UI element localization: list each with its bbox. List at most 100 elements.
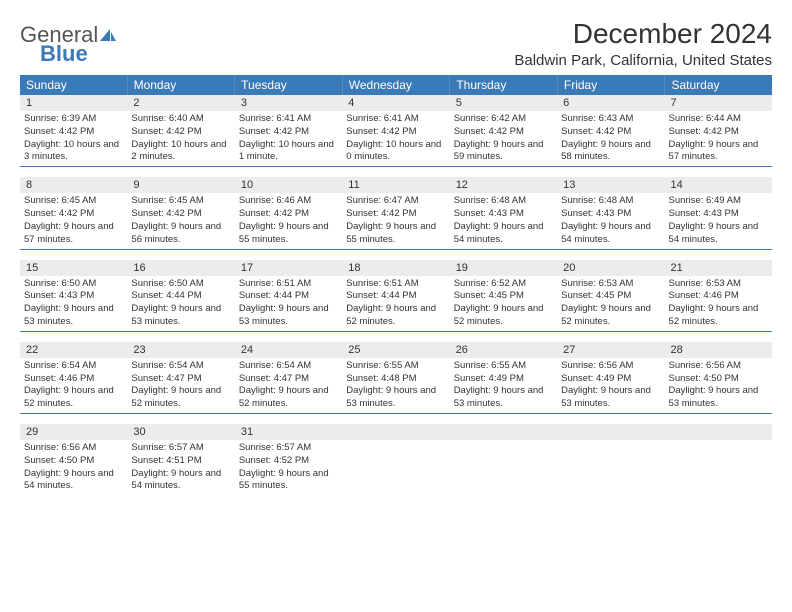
sunrise-text: Sunrise: 6:48 AM (561, 195, 660, 208)
sunrise-text: Sunrise: 6:51 AM (346, 278, 445, 291)
day-number: 31 (235, 424, 342, 440)
day-cell: 5Sunrise: 6:42 AMSunset: 4:42 PMDaylight… (450, 95, 557, 166)
day-number: 29 (20, 424, 127, 440)
sunset-text: Sunset: 4:42 PM (239, 208, 338, 221)
sunrise-text: Sunrise: 6:45 AM (131, 195, 230, 208)
day-number: 20 (557, 260, 664, 276)
logo: General Blue (20, 18, 118, 65)
day-cell: 4Sunrise: 6:41 AMSunset: 4:42 PMDaylight… (342, 95, 449, 166)
daylight-text: Daylight: 9 hours and 52 minutes. (561, 303, 660, 329)
day-number: 7 (665, 95, 772, 111)
sunrise-text: Sunrise: 6:43 AM (561, 113, 660, 126)
sunrise-text: Sunrise: 6:48 AM (454, 195, 553, 208)
daylight-text: Daylight: 9 hours and 53 minutes. (131, 303, 230, 329)
day-body: Sunrise: 6:54 AMSunset: 4:47 PMDaylight:… (235, 360, 342, 411)
sunset-text: Sunset: 4:50 PM (24, 455, 123, 468)
day-body: Sunrise: 6:47 AMSunset: 4:42 PMDaylight:… (342, 195, 449, 246)
day-number: 24 (235, 342, 342, 358)
calendar-grid: Sunday Monday Tuesday Wednesday Thursday… (20, 75, 772, 495)
daylight-text: Daylight: 9 hours and 59 minutes. (454, 139, 553, 165)
day-number: 8 (20, 177, 127, 193)
day-body: Sunrise: 6:50 AMSunset: 4:43 PMDaylight:… (20, 278, 127, 329)
sunrise-text: Sunrise: 6:55 AM (454, 360, 553, 373)
sunset-text: Sunset: 4:47 PM (239, 373, 338, 386)
day-cell: 10Sunrise: 6:46 AMSunset: 4:42 PMDayligh… (235, 177, 342, 248)
day-number: 11 (342, 177, 449, 193)
day-cell (342, 424, 449, 495)
day-number: 1 (20, 95, 127, 111)
sunset-text: Sunset: 4:43 PM (24, 290, 123, 303)
daylight-text: Daylight: 9 hours and 53 minutes. (24, 303, 123, 329)
sunset-text: Sunset: 4:52 PM (239, 455, 338, 468)
daylight-text: Daylight: 9 hours and 53 minutes. (669, 385, 768, 411)
day-body: Sunrise: 6:51 AMSunset: 4:44 PMDaylight:… (235, 278, 342, 329)
day-number: 28 (665, 342, 772, 358)
day-number: 22 (20, 342, 127, 358)
sunset-text: Sunset: 4:42 PM (669, 126, 768, 139)
day-body: Sunrise: 6:54 AMSunset: 4:47 PMDaylight:… (127, 360, 234, 411)
sunrise-text: Sunrise: 6:54 AM (131, 360, 230, 373)
sunset-text: Sunset: 4:50 PM (669, 373, 768, 386)
day-number: 26 (450, 342, 557, 358)
dow-wednesday: Wednesday (343, 75, 451, 95)
day-body: Sunrise: 6:48 AMSunset: 4:43 PMDaylight:… (450, 195, 557, 246)
day-cell: 7 Sunrise: 6:44 AMSunset: 4:42 PMDaylight… (665, 95, 772, 166)
sunset-text: Sunset: 4:42 PM (131, 126, 230, 139)
sunset-text: Sunset: 4:42 PM (24, 208, 123, 221)
day-cell (557, 424, 664, 495)
day-cell: 21Sunrise: 6:53 AMSunset: 4:46 PMDayligh… (665, 260, 772, 331)
sunrise-text: Sunrise: 6:39 AM (24, 113, 123, 126)
week-row: 1Sunrise: 6:39 AMSunset: 4:42 PMDaylight… (20, 95, 772, 167)
sunset-text: Sunset: 4:43 PM (669, 208, 768, 221)
sunrise-text: Sunrise: 6:50 AM (131, 278, 230, 291)
sunrise-text: Sunrise: 6:41 AM (346, 113, 445, 126)
day-body: Sunrise: 6:39 AMSunset: 4:42 PMDaylight:… (20, 113, 127, 164)
dow-friday: Friday (558, 75, 666, 95)
week-row: 22 Sunrise: 6:54 AM Sunset: 4:46 PM Dayligh… (20, 342, 772, 414)
sunset-text: Sunset: 4:45 PM (561, 290, 660, 303)
day-number: 19 (450, 260, 557, 276)
sunset-text: Sunset: 4:51 PM (131, 455, 230, 468)
day-cell: 30Sunrise: 6:57 AMSunset: 4:51 PMDayligh… (127, 424, 234, 495)
day-cell: 15Sunrise: 6:50 AMSunset: 4:43 PMDayligh… (20, 260, 127, 331)
day-cell: 6Sunrise: 6:43 AMSunset: 4:42 PMDaylight… (557, 95, 664, 166)
day-cell: 11 Sunrise: 6:47 AMSunset: 4:42 PMDayligh… (342, 177, 449, 248)
day-cell (665, 424, 772, 495)
day-number: 2 (127, 95, 234, 111)
month-title: December 2024 (514, 18, 772, 50)
day-body: Sunrise: 6:56 AMSunset: 4:49 PMDaylight:… (557, 360, 664, 411)
day-number: 21 (665, 260, 772, 276)
day-body: Sunrise: 6:52 AMSunset: 4:45 PMDaylight:… (450, 278, 557, 329)
sunset-text: Sunset: 4:49 PM (454, 373, 553, 386)
day-number: 17 (235, 260, 342, 276)
sunset-text: Sunset: 4:44 PM (239, 290, 338, 303)
daylight-text: Daylight: 9 hours and 56 minutes. (131, 221, 230, 247)
logo-text-block: General Blue (20, 24, 118, 65)
day-number (342, 424, 449, 440)
day-number: 10 (235, 177, 342, 193)
sunset-text: Sunset: 4:43 PM (454, 208, 553, 221)
day-cell: 24 Sunrise: 6:54 AMSunset: 4:47 PMDayligh… (235, 342, 342, 413)
sunset-text: Sunset: 4:42 PM (24, 126, 123, 139)
daylight-text: Daylight: 9 hours and 54 minutes. (131, 468, 230, 494)
week-row: 8 Sunrise: 6:45 AM Sunset: 4:42 PM Daylight… (20, 177, 772, 249)
day-body: Sunrise: 6:53 AMSunset: 4:45 PMDaylight:… (557, 278, 664, 329)
day-body: Sunrise: 6:48 AMSunset: 4:43 PMDaylight:… (557, 195, 664, 246)
sunrise-text: Sunrise: 6:56 AM (561, 360, 660, 373)
sunset-text: Sunset: 4:42 PM (239, 126, 338, 139)
sunset-text: Sunset: 4:46 PM (669, 290, 768, 303)
day-body: Sunrise: 6:41 AMSunset: 4:42 PMDaylight:… (342, 113, 449, 164)
sunrise-text: Sunrise: 6:56 AM (669, 360, 768, 373)
sunset-text: Sunset: 4:47 PM (131, 373, 230, 386)
day-body: Sunrise: 6:44 AMSunset: 4:42 PMDaylight:… (665, 113, 772, 164)
day-number (557, 424, 664, 440)
day-body: Sunrise: 6:41 AMSunset: 4:42 PMDaylight:… (235, 113, 342, 164)
sunrise-text: Sunrise: 6:52 AM (454, 278, 553, 291)
day-cell: 26Sunrise: 6:55 AMSunset: 4:49 PMDayligh… (450, 342, 557, 413)
daylight-text: Daylight: 10 hours and 2 minutes. (131, 139, 230, 165)
day-cell: 16Sunrise: 6:50 AMSunset: 4:44 PMDayligh… (127, 260, 234, 331)
daylight-text: Daylight: 9 hours and 52 minutes. (239, 385, 338, 411)
sunset-text: Sunset: 4:46 PM (24, 373, 123, 386)
day-number: 23 (127, 342, 234, 358)
header: General Blue December 2024 Baldwin Park,… (20, 18, 772, 69)
